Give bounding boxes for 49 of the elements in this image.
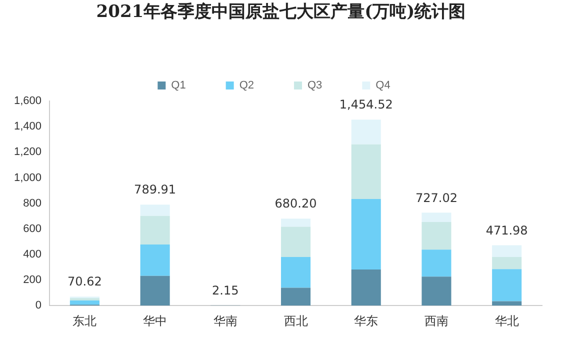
bar (351, 144, 381, 199)
bar (351, 270, 381, 306)
x-tick-label: 华中 (143, 314, 168, 328)
y-tick-label: 0 (35, 300, 42, 312)
chart-title: 2021年各季度中国原盐七大区产量(万吨)统计图 (95, 1, 467, 24)
x-tick-label: 西北 (284, 314, 308, 328)
bar (351, 120, 381, 144)
total-label: 2.15 (212, 283, 239, 298)
total-label: 789.91 (134, 182, 176, 197)
bar (422, 276, 452, 306)
bar (422, 222, 452, 250)
bar (492, 269, 522, 302)
total-label: 680.20 (274, 196, 317, 211)
bar (492, 245, 522, 258)
total-label: 727.02 (415, 190, 458, 205)
legend-label: Q4 (376, 80, 390, 92)
bar (280, 257, 311, 288)
x-tick-label: 西南 (424, 314, 448, 328)
bar (70, 300, 100, 305)
bar (140, 216, 170, 244)
x-tick-label: 东北 (72, 314, 97, 328)
y-tick-label: 1,600 (14, 95, 42, 108)
y-tick-label: 600 (23, 222, 42, 235)
legend-label: Q1 (171, 80, 186, 92)
bar (140, 204, 170, 216)
total-label: 471.98 (486, 223, 528, 238)
bar (422, 250, 452, 277)
x-tick-label: 华东 (354, 314, 378, 328)
y-tick-label: 800 (23, 197, 42, 210)
x-tick-label: 华北 (494, 314, 519, 328)
bar (492, 301, 522, 306)
y-tick-label: 200 (23, 274, 42, 286)
y-tick-label: 400 (23, 248, 42, 260)
x-tick-label: 华南 (213, 314, 238, 328)
total-label: 1,454.52 (339, 98, 393, 112)
bar (140, 276, 170, 306)
bar (140, 244, 170, 276)
y-tick-label: 1,200 (14, 146, 42, 158)
legend-label: Q3 (308, 80, 322, 92)
total-label: 70.62 (68, 274, 102, 289)
bar (422, 212, 452, 222)
bar (492, 257, 522, 270)
y-tick-label: 1,400 (14, 120, 42, 133)
legend-label: Q2 (239, 80, 254, 92)
bar (280, 218, 311, 227)
bar (351, 198, 381, 270)
bar (280, 226, 311, 258)
bar (280, 288, 311, 306)
y-tick-label: 1,000 (14, 172, 42, 184)
